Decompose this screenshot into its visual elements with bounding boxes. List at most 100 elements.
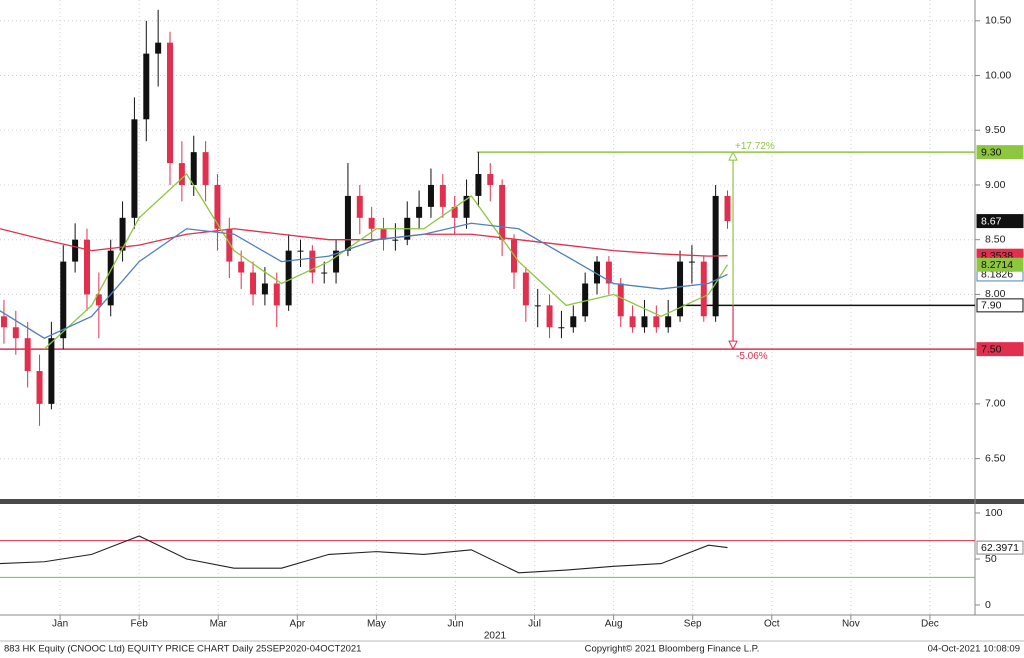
x-tick-label: Oct xyxy=(764,619,780,630)
candle-body xyxy=(107,250,114,306)
candle-body xyxy=(416,206,423,218)
candle-body xyxy=(487,174,494,185)
value-tag xyxy=(976,342,1024,357)
candle-body xyxy=(60,261,67,339)
candle-body xyxy=(617,283,624,317)
y-tick-label: 6.50 xyxy=(985,452,1006,464)
y-tick-label: 9.50 xyxy=(985,124,1006,136)
candle-body xyxy=(36,371,43,404)
y-tick-label: 8.00 xyxy=(985,288,1006,300)
candle-body xyxy=(190,152,197,185)
value-tag-label: 8.67 xyxy=(981,215,1002,227)
candle-body xyxy=(439,184,446,207)
candle-body xyxy=(285,250,292,306)
x-tick-label: Jul xyxy=(528,619,541,630)
candle-body xyxy=(653,316,660,328)
candle-body xyxy=(261,283,268,295)
value-tag xyxy=(976,145,1024,160)
y-tick-label: 100 xyxy=(985,507,1003,519)
x-tick-label: May xyxy=(367,619,386,630)
candle-body xyxy=(641,316,648,328)
value-tag-label: 8.2714 xyxy=(981,259,1013,271)
measure-down-label: -5.06% xyxy=(736,351,768,362)
candle-body xyxy=(83,239,90,295)
candle-body xyxy=(582,283,589,317)
candle-body xyxy=(48,338,55,404)
candle-body xyxy=(143,53,150,120)
candle-body xyxy=(463,195,470,218)
candle-body xyxy=(297,250,304,252)
panel-separator xyxy=(0,499,1024,504)
candle-body xyxy=(273,283,280,306)
x-tick-label: Jun xyxy=(447,619,463,630)
y-tick-label: 10.50 xyxy=(985,15,1011,27)
candle-body xyxy=(155,42,162,54)
value-tag-label: 7.90 xyxy=(981,300,1002,312)
y-tick-label: 9.00 xyxy=(985,179,1006,191)
value-tag xyxy=(976,257,1024,272)
footer-left: 883 HK Equity (CNOOC Ltd) EQUITY PRICE C… xyxy=(4,644,361,655)
value-tag-label: 9.30 xyxy=(981,146,1002,158)
arrow-head xyxy=(728,340,738,351)
candle-body xyxy=(72,239,79,262)
candle-body xyxy=(356,195,363,218)
rsi-line xyxy=(0,535,728,574)
candle-body xyxy=(333,250,340,273)
x-tick-label: Nov xyxy=(842,619,860,630)
candle-body xyxy=(95,294,102,306)
y-tick-label: 10.00 xyxy=(985,69,1011,81)
x-tick-label: Apr xyxy=(290,619,306,630)
candle-body xyxy=(665,316,672,328)
value-tag-label: 7.50 xyxy=(981,343,1002,355)
candle-body xyxy=(392,239,399,241)
x-tick-label: Aug xyxy=(605,619,623,630)
candle-body xyxy=(570,316,577,328)
candle-body xyxy=(522,272,529,306)
candle-body xyxy=(677,261,684,317)
candle-body xyxy=(238,261,245,273)
y-tick-label: 7.00 xyxy=(985,398,1006,410)
candle-body xyxy=(309,250,316,273)
candle-body xyxy=(24,338,31,372)
y-tick-label: 8.50 xyxy=(985,233,1006,245)
y-tick-label: 50 xyxy=(985,553,997,565)
value-tag xyxy=(976,540,1024,555)
candle-body xyxy=(724,195,731,222)
x-tick-label: Sep xyxy=(684,619,702,630)
value-tag xyxy=(976,298,1024,313)
candle-body xyxy=(131,119,138,218)
candle-body xyxy=(119,217,126,251)
x-tick-label: Mar xyxy=(210,619,228,630)
value-tag-label: 8.1826 xyxy=(981,269,1013,281)
candle-body xyxy=(594,261,601,284)
arrow-head xyxy=(728,151,738,161)
value-tag xyxy=(976,214,1024,229)
candle-body xyxy=(202,152,209,185)
candle-body xyxy=(167,42,174,164)
candle-body xyxy=(344,195,351,251)
candle-body xyxy=(12,327,19,339)
footer-right: 04-Oct-2021 10:08:09 xyxy=(928,644,1020,655)
candle-body xyxy=(226,228,233,262)
candle-body xyxy=(368,217,375,229)
moving-average-line xyxy=(0,222,728,339)
value-tag-label: 62.3971 xyxy=(981,542,1019,554)
candle-body xyxy=(178,163,185,185)
measure-up-label: +17.72% xyxy=(735,141,775,152)
candle-body xyxy=(546,305,553,328)
candle-body xyxy=(250,272,257,295)
candle-body xyxy=(451,206,458,218)
x-tick-label: Dec xyxy=(921,619,939,630)
candle-body xyxy=(534,305,541,307)
y-tick-label: 0 xyxy=(985,599,991,611)
candle-body xyxy=(321,272,328,274)
moving-average-line xyxy=(43,173,729,350)
footer-center: Copyright© 2021 Bloomberg Finance L.P. xyxy=(585,644,760,655)
x-group-label: 2021 xyxy=(484,631,507,642)
candle-body xyxy=(700,261,707,317)
candle-body xyxy=(558,327,565,329)
candle-body xyxy=(380,228,387,240)
candle-body xyxy=(0,316,7,328)
